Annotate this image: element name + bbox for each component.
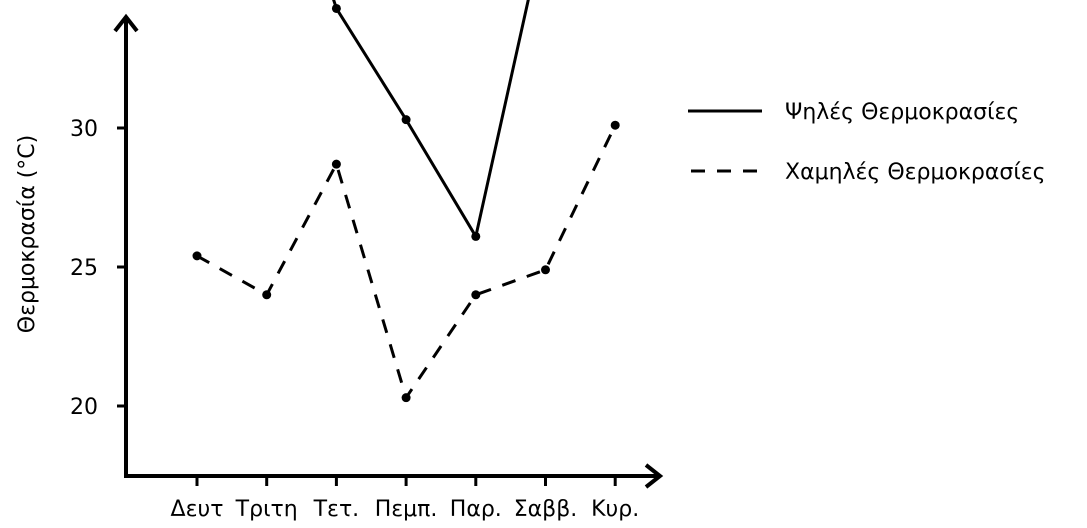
x-tick-label: Παρ. bbox=[450, 497, 502, 522]
x-tick-label: Πεμπ. bbox=[375, 497, 438, 522]
data-point bbox=[193, 251, 202, 260]
y-ticks: 202530354045 bbox=[70, 0, 126, 420]
x-tick-label: Σαββ. bbox=[514, 497, 577, 522]
x-tick-label: Κυρ. bbox=[591, 497, 639, 522]
y-tick-label: 25 bbox=[70, 256, 98, 281]
data-point bbox=[332, 4, 341, 13]
series-layer bbox=[193, 0, 620, 402]
y-axis-title: Θερμοκρασία (°C) bbox=[15, 135, 40, 333]
series-line-low bbox=[197, 125, 615, 397]
data-point bbox=[541, 265, 550, 274]
legend-label-low: Χαμηλές Θερμοκρασίες bbox=[785, 160, 1046, 185]
x-tick-label: Τετ. bbox=[313, 497, 360, 522]
data-point bbox=[332, 160, 341, 169]
x-tick-label: Δευτ bbox=[171, 497, 224, 522]
y-tick-label: 35 bbox=[70, 0, 98, 3]
data-point bbox=[611, 121, 620, 130]
y-tick-label: 20 bbox=[70, 395, 98, 420]
data-point bbox=[471, 290, 480, 299]
y-tick-label: 30 bbox=[70, 117, 98, 142]
legend-label-high: Ψηλές Θερμοκρασίες bbox=[785, 100, 1019, 125]
x-ticks: Δευτ Τριτη Τετ. Πεμπ. Παρ. Σαββ. Κυρ. bbox=[171, 476, 640, 522]
data-point bbox=[402, 115, 411, 124]
data-point bbox=[262, 290, 271, 299]
x-tick-label: Τριτη bbox=[235, 497, 298, 522]
data-point bbox=[402, 393, 411, 402]
legend: Ψηλές Θερμοκρασίες Χαμηλές Θερμοκρασίες bbox=[688, 100, 1046, 185]
data-point bbox=[471, 232, 480, 241]
